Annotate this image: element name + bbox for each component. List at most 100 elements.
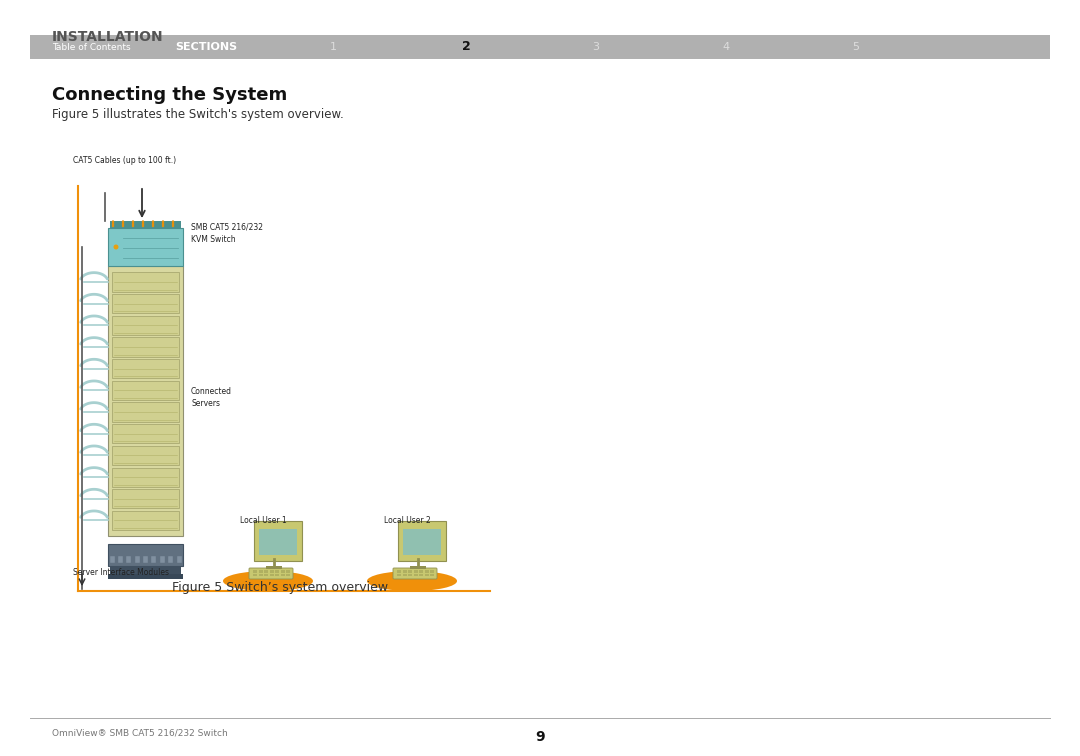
Bar: [275, 570, 279, 572]
Text: Figure 5 Switch’s system overview: Figure 5 Switch’s system overview: [172, 581, 388, 594]
Circle shape: [122, 223, 124, 226]
Bar: [408, 574, 411, 576]
Bar: [424, 574, 429, 576]
Circle shape: [152, 225, 154, 228]
Bar: [258, 574, 262, 576]
Bar: [408, 570, 411, 572]
Circle shape: [152, 223, 154, 226]
Text: Server Interface Modules: Server Interface Modules: [73, 568, 168, 577]
Circle shape: [172, 223, 174, 226]
Bar: [110, 221, 181, 228]
Bar: [264, 570, 268, 572]
Circle shape: [122, 220, 124, 223]
Circle shape: [132, 223, 134, 226]
Bar: [430, 570, 434, 572]
Circle shape: [141, 220, 145, 223]
Bar: [168, 556, 173, 563]
Circle shape: [141, 225, 145, 228]
Bar: [30, 35, 1050, 59]
Bar: [270, 570, 273, 572]
Ellipse shape: [367, 571, 457, 591]
Circle shape: [122, 222, 124, 225]
Circle shape: [112, 222, 114, 225]
Circle shape: [152, 220, 154, 223]
FancyBboxPatch shape: [112, 467, 179, 487]
Circle shape: [122, 225, 124, 228]
Text: 1: 1: [330, 42, 337, 52]
Text: Local User 2: Local User 2: [384, 516, 431, 525]
Circle shape: [132, 222, 134, 225]
Text: Table of Contents: Table of Contents: [52, 42, 131, 51]
FancyBboxPatch shape: [112, 402, 179, 422]
Bar: [286, 574, 291, 576]
Circle shape: [162, 222, 164, 225]
Bar: [266, 566, 282, 569]
Bar: [414, 570, 418, 572]
Bar: [253, 570, 257, 572]
Circle shape: [112, 223, 114, 226]
Bar: [108, 266, 183, 536]
Bar: [281, 574, 284, 576]
Bar: [110, 566, 181, 574]
Text: Figure 5 illustrates the Switch's system overview.: Figure 5 illustrates the Switch's system…: [52, 108, 343, 121]
Bar: [419, 570, 423, 572]
Bar: [403, 570, 406, 572]
Circle shape: [172, 220, 174, 223]
FancyBboxPatch shape: [112, 359, 179, 378]
Bar: [410, 566, 426, 569]
Text: OmniView® SMB CAT5 216/232 Switch: OmniView® SMB CAT5 216/232 Switch: [52, 728, 228, 737]
FancyBboxPatch shape: [112, 294, 179, 313]
FancyBboxPatch shape: [112, 272, 179, 292]
FancyBboxPatch shape: [112, 316, 179, 335]
FancyBboxPatch shape: [112, 489, 179, 508]
Circle shape: [162, 220, 164, 223]
Bar: [151, 556, 157, 563]
Circle shape: [152, 222, 154, 225]
FancyBboxPatch shape: [393, 568, 437, 579]
FancyBboxPatch shape: [249, 568, 293, 579]
Bar: [118, 556, 123, 563]
Bar: [419, 574, 423, 576]
Circle shape: [112, 225, 114, 228]
Text: 9: 9: [536, 730, 544, 744]
Bar: [403, 529, 441, 555]
Bar: [270, 574, 273, 576]
Text: SECTIONS: SECTIONS: [175, 42, 238, 52]
Bar: [430, 574, 434, 576]
FancyBboxPatch shape: [254, 521, 302, 561]
Circle shape: [162, 225, 164, 228]
Circle shape: [113, 244, 119, 249]
Bar: [414, 574, 418, 576]
Circle shape: [162, 223, 164, 226]
Text: CAT5 Cables (up to 100 ft.): CAT5 Cables (up to 100 ft.): [73, 156, 176, 165]
Bar: [108, 228, 183, 266]
Circle shape: [112, 220, 114, 223]
FancyBboxPatch shape: [112, 424, 179, 443]
Text: 3: 3: [592, 42, 599, 52]
Bar: [108, 574, 183, 579]
Circle shape: [172, 225, 174, 228]
Bar: [143, 556, 148, 563]
Bar: [253, 574, 257, 576]
FancyBboxPatch shape: [112, 381, 179, 400]
Bar: [403, 574, 406, 576]
Text: 2: 2: [462, 41, 471, 54]
Bar: [397, 574, 401, 576]
Circle shape: [141, 223, 145, 226]
Text: Local User 1: Local User 1: [240, 516, 287, 525]
Bar: [275, 574, 279, 576]
Text: SMB CAT5 216/232
KVM Switch: SMB CAT5 216/232 KVM Switch: [191, 223, 264, 243]
Bar: [264, 574, 268, 576]
FancyBboxPatch shape: [112, 337, 179, 357]
Text: 4: 4: [723, 42, 729, 52]
Bar: [286, 570, 291, 572]
Text: Connecting the System: Connecting the System: [52, 86, 287, 104]
Ellipse shape: [222, 571, 313, 591]
Bar: [135, 556, 139, 563]
Bar: [126, 556, 132, 563]
Bar: [108, 544, 183, 566]
Circle shape: [141, 222, 145, 225]
FancyBboxPatch shape: [399, 521, 446, 561]
Circle shape: [132, 220, 134, 223]
Text: 5: 5: [852, 42, 859, 52]
